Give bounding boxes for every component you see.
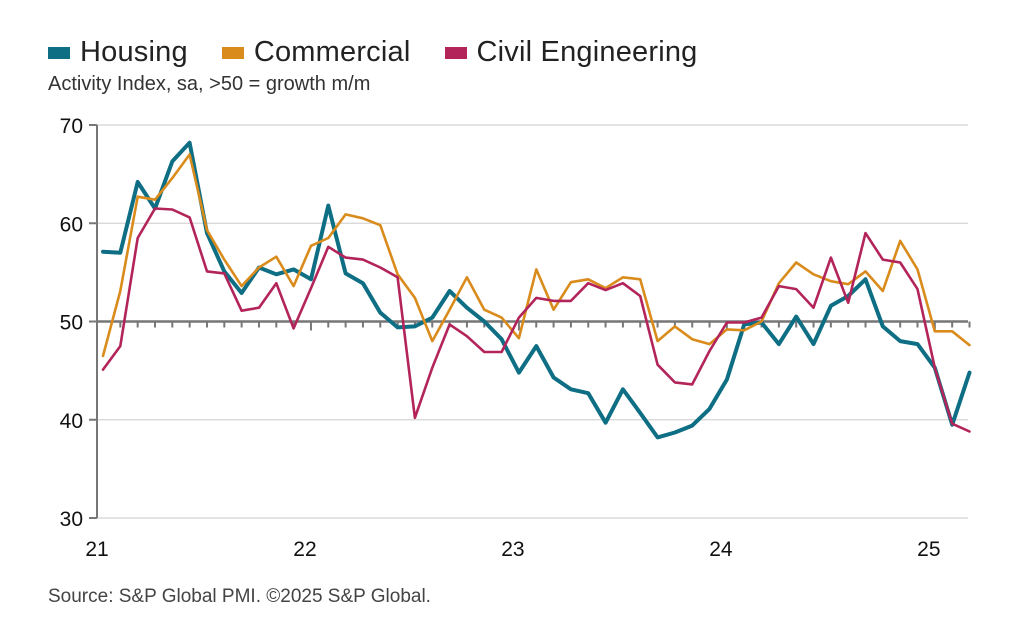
axes [89,124,971,519]
legend-swatch-housing [48,46,70,59]
legend-label-civil-engineering: Civil Engineering [476,36,698,68]
series-line-commercial [101,153,971,358]
legend-swatch-commercial [221,46,244,59]
legend-item-civil-engineering: Civil Engineering [444,36,698,69]
legend-item-housing: Housing [48,36,188,69]
ytick-label-30: 30 [60,508,83,531]
legend-label-housing: Housing [80,36,188,68]
legend-swatch-civil-engineering [444,46,467,59]
chart-subtitle: Activity Index, sa, >50 = growth m/m [48,73,371,95]
legend-item-commercial: Commercial [221,36,411,69]
series-line-civil-engineering [101,207,971,433]
source-note: Source: S&P Global PMI. ©2025 S&P Global… [48,586,431,607]
ytick-label-70: 70 [60,115,83,138]
gridlines [97,124,968,421]
tick-labels: 30 40 50 60 70 21 22 23 24 25 [60,115,941,561]
xtick-label-24: 24 [709,538,733,561]
series-line-housing [101,140,972,440]
ytick-label-50: 50 [60,312,83,335]
series-lines [101,140,972,440]
chart-legend: Housing Commercial Civil Engineering [48,36,732,69]
ytick-label-40: 40 [60,410,83,433]
ytick-label-60: 60 [60,213,83,236]
legend-label-commercial: Commercial [253,36,411,68]
xtick-label-23: 23 [501,538,524,561]
xtick-label-22: 22 [293,538,316,561]
xtick-label-25: 25 [917,538,940,561]
xtick-label-21: 21 [85,538,108,561]
